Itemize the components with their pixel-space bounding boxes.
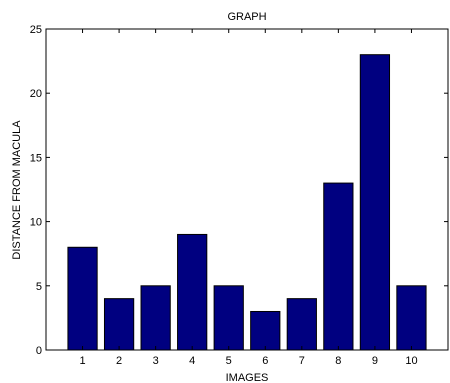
x-tick-label-4: 4 <box>189 355 195 367</box>
y-tick-label-15: 15 <box>30 152 42 164</box>
x-tick-label-10: 10 <box>405 355 417 367</box>
x-tick-label-3: 3 <box>153 355 159 367</box>
y-tick-label-0: 0 <box>36 345 42 357</box>
chart-title: GRAPH <box>227 11 266 23</box>
bar-6 <box>250 310 281 351</box>
bar-series <box>67 54 427 351</box>
x-tick-label-7: 7 <box>299 355 305 367</box>
y-tick-label-20: 20 <box>30 88 42 100</box>
bar-1 <box>67 246 98 351</box>
x-tick-label-5: 5 <box>226 355 232 367</box>
y-axis-label: DISTANCE FROM MACULA <box>11 120 23 260</box>
x-axis-label: IMAGES <box>226 372 269 383</box>
bar-3 <box>140 285 171 351</box>
y-tick-label-25: 25 <box>30 24 42 36</box>
bar-9 <box>359 54 391 351</box>
bar-4 <box>177 233 208 351</box>
y-tick-label-5: 5 <box>36 281 42 293</box>
bar-8 <box>323 182 354 351</box>
x-tick-label-6: 6 <box>262 355 268 367</box>
y-tick-label-10: 10 <box>30 217 42 229</box>
bar-5 <box>213 285 244 351</box>
x-tick-label-8: 8 <box>335 355 341 367</box>
bar-7 <box>286 298 317 351</box>
x-tick-label-9: 9 <box>372 355 378 367</box>
bar-10 <box>396 285 427 351</box>
y-axis-ticks: 0 5 10 15 20 25 <box>30 24 448 357</box>
bar-2 <box>103 298 135 351</box>
x-tick-label-1: 1 <box>79 355 85 367</box>
x-tick-label-2: 2 <box>116 355 122 367</box>
x-axis-ticks: 1 2 3 4 5 6 7 8 9 10 <box>79 29 418 367</box>
